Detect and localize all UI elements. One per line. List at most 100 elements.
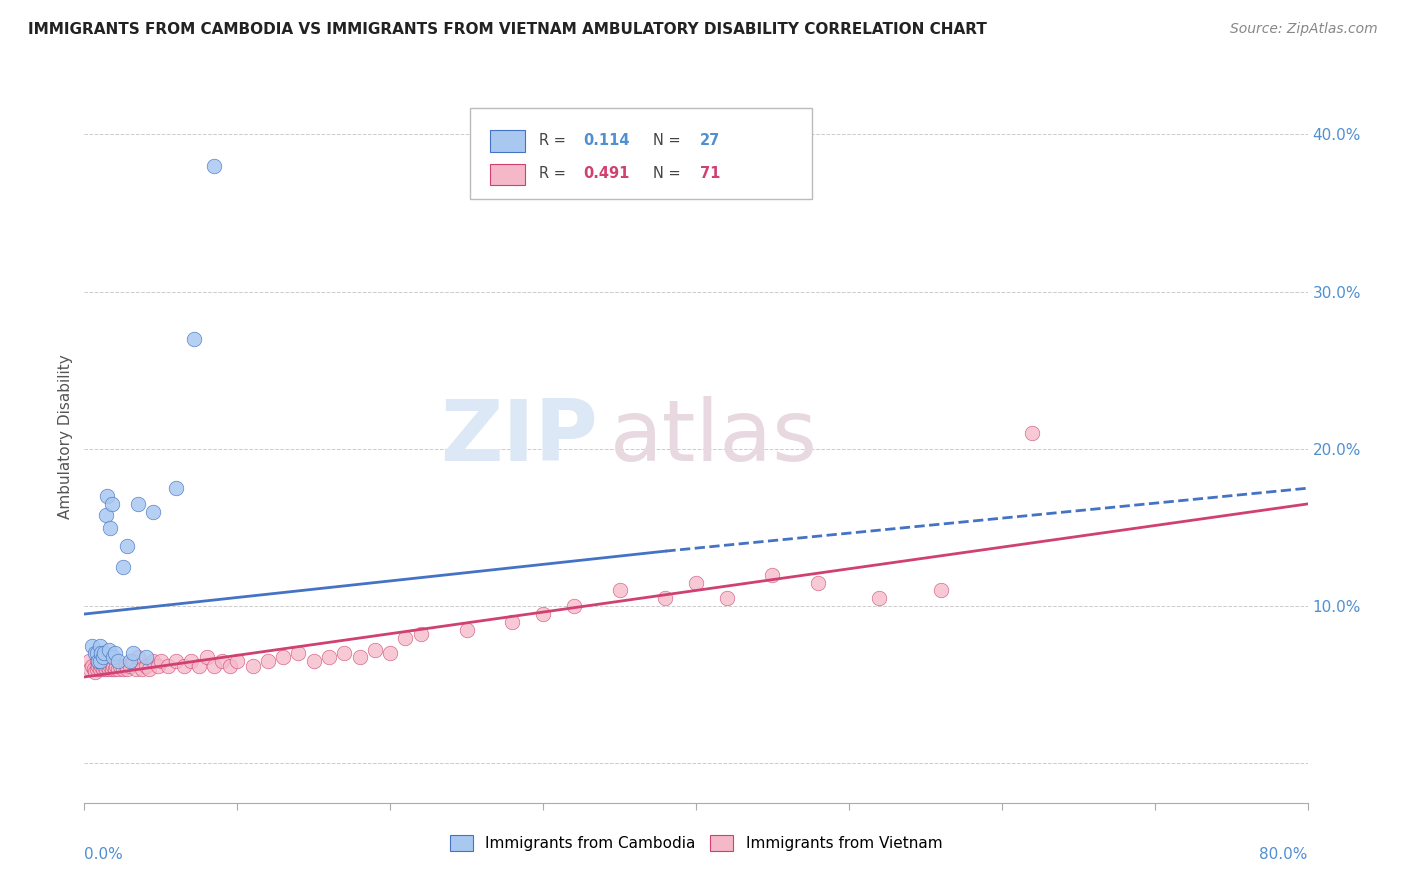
Point xyxy=(103,659,125,673)
Point xyxy=(101,662,124,676)
Point xyxy=(531,607,554,621)
Point xyxy=(380,646,402,660)
Point xyxy=(89,662,111,676)
Point xyxy=(122,646,145,660)
Point xyxy=(111,559,134,574)
Point xyxy=(96,659,118,673)
Point xyxy=(97,643,120,657)
Text: ZIP: ZIP xyxy=(440,395,598,479)
Point xyxy=(242,659,264,673)
Point xyxy=(929,583,952,598)
Bar xyxy=(491,163,524,186)
Point xyxy=(127,649,149,664)
Point xyxy=(257,654,280,668)
FancyBboxPatch shape xyxy=(470,108,813,200)
Point xyxy=(93,646,115,660)
Point xyxy=(318,649,340,664)
Point xyxy=(131,662,153,676)
Point xyxy=(287,646,309,660)
Point xyxy=(91,649,114,664)
Point xyxy=(98,520,121,534)
Point xyxy=(83,662,105,676)
Point xyxy=(90,659,112,673)
Point xyxy=(91,662,114,676)
Point xyxy=(86,646,108,660)
Point xyxy=(157,659,180,673)
Point xyxy=(89,654,111,668)
Point xyxy=(105,659,128,673)
Point xyxy=(114,659,136,673)
Point xyxy=(180,654,202,668)
Point xyxy=(502,615,524,629)
Text: IMMIGRANTS FROM CAMBODIA VS IMMIGRANTS FROM VIETNAM AMBULATORY DISABILITY CORREL: IMMIGRANTS FROM CAMBODIA VS IMMIGRANTS F… xyxy=(28,22,987,37)
Point xyxy=(84,646,107,660)
Text: R =: R = xyxy=(540,133,571,147)
Point xyxy=(409,627,432,641)
Point xyxy=(138,662,160,676)
Point xyxy=(127,497,149,511)
Point xyxy=(173,659,195,673)
Point xyxy=(111,662,134,676)
Point xyxy=(456,623,478,637)
Text: 0.0%: 0.0% xyxy=(84,847,124,862)
Point xyxy=(165,654,187,668)
Point xyxy=(86,654,108,668)
Text: atlas: atlas xyxy=(610,395,818,479)
Point xyxy=(202,159,225,173)
Point xyxy=(807,575,830,590)
Point xyxy=(90,646,112,660)
Point xyxy=(226,654,249,668)
Point xyxy=(89,639,111,653)
Point xyxy=(98,659,121,673)
Point xyxy=(183,332,205,346)
Point xyxy=(77,654,100,668)
Text: Source: ZipAtlas.com: Source: ZipAtlas.com xyxy=(1230,22,1378,37)
Point xyxy=(609,583,631,598)
Point xyxy=(96,489,118,503)
Point xyxy=(97,662,120,676)
Point xyxy=(120,654,142,668)
Point xyxy=(87,659,110,673)
Point xyxy=(94,508,117,522)
Text: 80.0%: 80.0% xyxy=(1260,847,1308,862)
Point xyxy=(135,659,157,673)
Point xyxy=(654,591,676,606)
Point xyxy=(716,591,738,606)
Point xyxy=(104,662,127,676)
Point xyxy=(125,662,148,676)
Point xyxy=(146,659,169,673)
Point xyxy=(149,654,172,668)
Point xyxy=(80,659,103,673)
Point xyxy=(394,631,416,645)
Point xyxy=(115,540,138,554)
Text: 27: 27 xyxy=(700,133,720,147)
Legend: Immigrants from Cambodia, Immigrants from Vietnam: Immigrants from Cambodia, Immigrants fro… xyxy=(443,830,949,857)
Point xyxy=(122,654,145,668)
Point xyxy=(84,665,107,680)
Point xyxy=(142,505,165,519)
Point xyxy=(761,567,783,582)
Text: N =: N = xyxy=(654,133,685,147)
Point xyxy=(104,646,127,660)
Point xyxy=(202,659,225,673)
Text: N =: N = xyxy=(654,166,685,181)
Point xyxy=(685,575,707,590)
Point xyxy=(80,639,103,653)
Point xyxy=(115,662,138,676)
Point xyxy=(869,591,891,606)
Point xyxy=(107,662,129,676)
Point xyxy=(89,654,111,668)
Point xyxy=(1021,426,1043,441)
Point xyxy=(218,659,240,673)
Point xyxy=(107,654,129,668)
Point xyxy=(562,599,585,614)
Text: R =: R = xyxy=(540,166,571,181)
Point xyxy=(195,649,218,664)
Point xyxy=(165,481,187,495)
Y-axis label: Ambulatory Disability: Ambulatory Disability xyxy=(58,355,73,519)
Point xyxy=(333,646,356,660)
Text: 0.114: 0.114 xyxy=(583,133,630,147)
Point xyxy=(94,662,117,676)
Point xyxy=(101,497,124,511)
Point xyxy=(142,654,165,668)
